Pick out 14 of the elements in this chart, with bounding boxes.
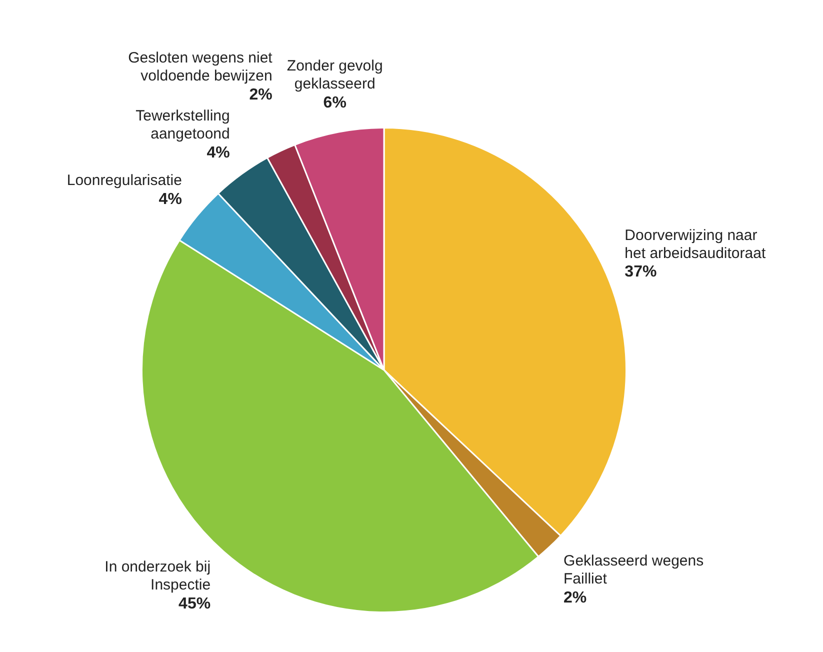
data-label: 4% — [206, 144, 230, 162]
data-label: 45% — [178, 595, 211, 612]
slice-label: Gesloten wegens niet voldoende bewijzen — [128, 50, 274, 85]
data-label: 6% — [323, 94, 346, 112]
slice-label: Tewerkstelling aangetoond — [136, 108, 230, 143]
data-label: 2% — [564, 589, 587, 606]
slice-label: Zonder gevolg geklasseerd — [286, 58, 383, 93]
data-label: 2% — [249, 86, 272, 104]
data-label: 37% — [624, 264, 657, 281]
slice-label: Loonregularisatie — [66, 172, 182, 190]
data-label: 4% — [158, 190, 182, 208]
slice-label: Geklasseerd wegens Failliet — [564, 552, 704, 588]
slice-label: Doorverwijzing naar het arbeidsauditoraat — [624, 226, 766, 262]
slice-label: In onderzoek bij Inspectie — [104, 558, 211, 594]
